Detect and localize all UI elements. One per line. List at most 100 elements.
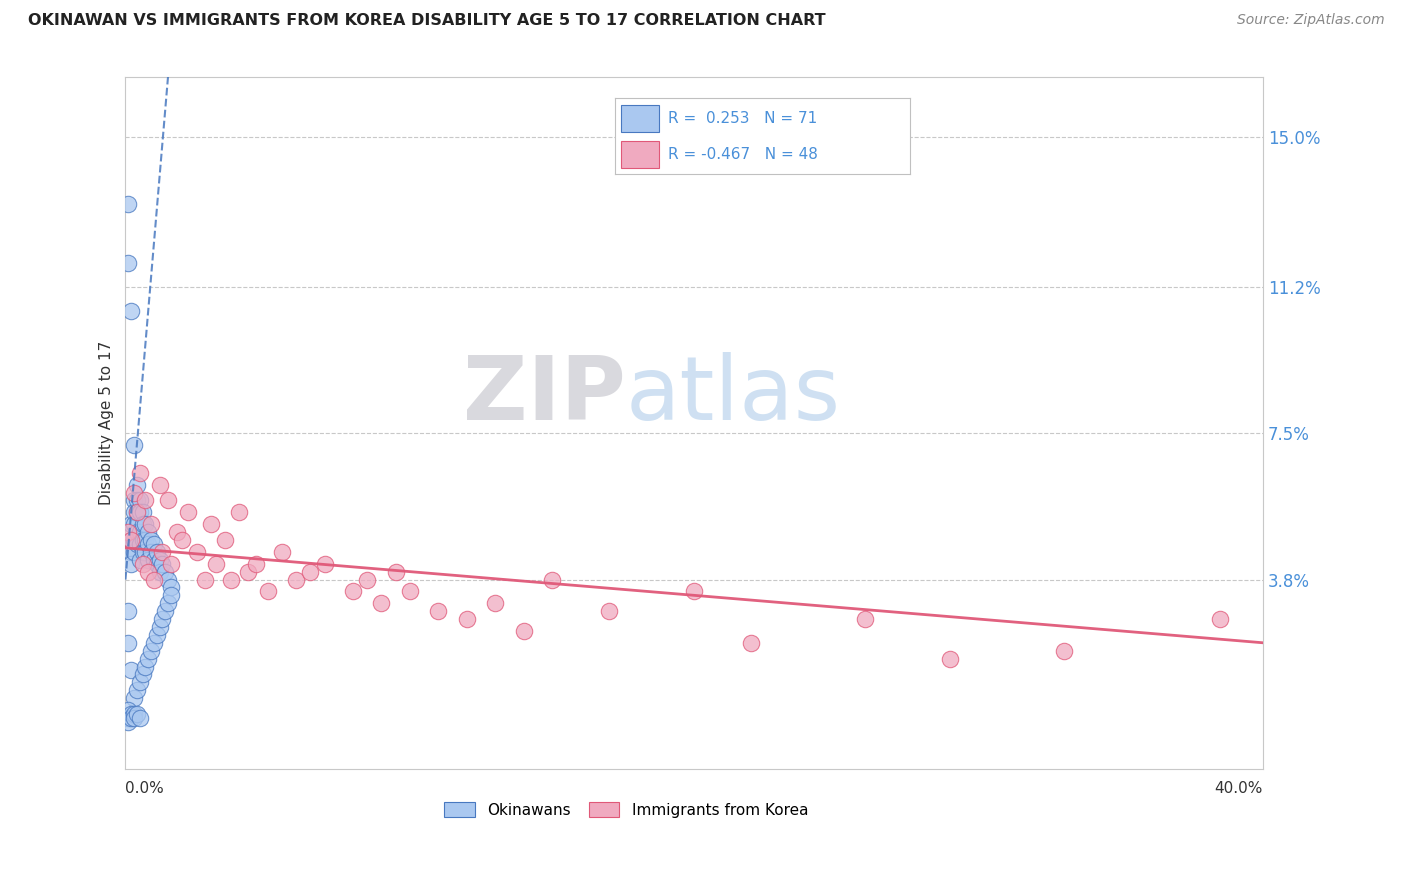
Text: 0.0%: 0.0%: [125, 781, 165, 797]
Point: [120, 545, 142, 559]
Point: [128, 537, 150, 551]
Point: [125, 493, 148, 508]
Point: [456, 612, 478, 626]
Point: [120, 706, 142, 721]
Point: [136, 651, 159, 665]
Point: [125, 525, 148, 540]
Point: [125, 683, 148, 698]
Point: [399, 584, 422, 599]
Point: [117, 711, 139, 725]
Point: [136, 525, 159, 540]
Point: [683, 584, 706, 599]
Point: [128, 525, 150, 540]
Point: [139, 643, 162, 657]
Point: [270, 545, 292, 559]
Point: [125, 505, 148, 519]
Point: [117, 604, 139, 618]
Point: [134, 517, 156, 532]
Point: [285, 573, 308, 587]
Point: [125, 477, 148, 491]
Point: [149, 620, 172, 634]
Point: [122, 493, 145, 508]
Point: [120, 517, 142, 532]
Y-axis label: Disability Age 5 to 17: Disability Age 5 to 17: [100, 342, 114, 506]
Point: [177, 505, 200, 519]
Point: [155, 604, 177, 618]
Point: [139, 533, 162, 547]
Point: [120, 664, 142, 678]
Point: [384, 565, 406, 579]
Point: [370, 596, 392, 610]
Point: [131, 545, 153, 559]
Text: 40.0%: 40.0%: [1215, 781, 1263, 797]
Point: [157, 573, 180, 587]
Point: [142, 636, 165, 650]
Point: [139, 545, 162, 559]
Point: [128, 553, 150, 567]
Point: [299, 565, 322, 579]
Point: [142, 537, 165, 551]
Point: [598, 604, 620, 618]
Text: atlas: atlas: [626, 352, 841, 439]
Point: [149, 477, 172, 491]
Point: [157, 493, 180, 508]
Text: Source: ZipAtlas.com: Source: ZipAtlas.com: [1237, 13, 1385, 28]
Point: [228, 505, 250, 519]
Point: [117, 714, 139, 729]
Point: [120, 711, 142, 725]
Point: [1209, 612, 1232, 626]
Point: [128, 675, 150, 690]
Point: [125, 706, 148, 721]
Point: [139, 517, 162, 532]
Point: [160, 588, 183, 602]
Point: [1053, 643, 1076, 657]
Point: [134, 493, 156, 508]
Point: [142, 553, 165, 567]
Point: [155, 565, 177, 579]
Point: [356, 573, 378, 587]
Point: [117, 703, 139, 717]
Point: [122, 505, 145, 519]
Point: [166, 525, 188, 540]
Point: [152, 612, 174, 626]
Point: [120, 303, 142, 318]
Point: [117, 256, 139, 270]
Point: [128, 711, 150, 725]
Text: ZIP: ZIP: [463, 352, 626, 439]
Legend: Okinawans, Immigrants from Korea: Okinawans, Immigrants from Korea: [437, 796, 814, 824]
Point: [342, 584, 364, 599]
Point: [512, 624, 534, 638]
Point: [122, 485, 145, 500]
Point: [117, 197, 139, 211]
Point: [134, 533, 156, 547]
Point: [152, 557, 174, 571]
Point: [131, 517, 153, 532]
Point: [740, 636, 762, 650]
Point: [120, 533, 142, 547]
Point: [122, 691, 145, 706]
Point: [122, 533, 145, 547]
Point: [134, 659, 156, 673]
Point: [939, 651, 962, 665]
Text: OKINAWAN VS IMMIGRANTS FROM KOREA DISABILITY AGE 5 TO 17 CORRELATION CHART: OKINAWAN VS IMMIGRANTS FROM KOREA DISABI…: [28, 13, 825, 29]
Point: [853, 612, 876, 626]
Point: [145, 557, 167, 571]
Point: [122, 438, 145, 452]
Point: [136, 537, 159, 551]
Point: [125, 537, 148, 551]
Point: [157, 596, 180, 610]
Point: [128, 493, 150, 508]
Point: [427, 604, 450, 618]
Point: [186, 545, 208, 559]
Point: [142, 573, 165, 587]
Point: [160, 557, 183, 571]
Point: [200, 517, 222, 532]
Point: [194, 573, 217, 587]
Point: [149, 565, 172, 579]
Point: [541, 573, 564, 587]
Point: [256, 584, 278, 599]
Point: [145, 628, 167, 642]
Point: [152, 545, 174, 559]
Point: [219, 573, 242, 587]
Point: [136, 553, 159, 567]
